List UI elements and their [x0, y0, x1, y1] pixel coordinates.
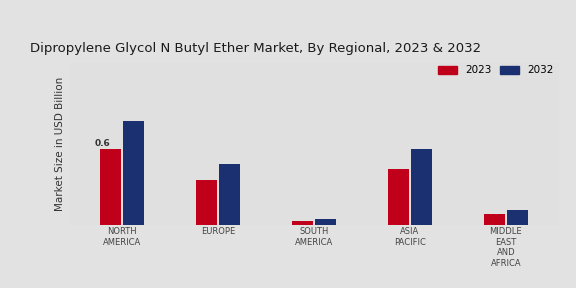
Text: 0.6: 0.6: [94, 139, 111, 148]
Bar: [292, 221, 313, 225]
Y-axis label: Market Size in USD Billion: Market Size in USD Billion: [55, 77, 65, 211]
Bar: [411, 149, 432, 225]
Bar: [196, 180, 217, 225]
Bar: [507, 210, 528, 225]
Text: Dipropylene Glycol N Butyl Ether Market, By Regional, 2023 & 2032: Dipropylene Glycol N Butyl Ether Market,…: [30, 42, 481, 55]
Bar: [388, 169, 409, 225]
Bar: [219, 164, 240, 225]
Bar: [484, 215, 505, 225]
Bar: [123, 121, 144, 225]
Bar: [315, 219, 336, 225]
Bar: [100, 149, 121, 225]
Legend: 2023, 2032: 2023, 2032: [438, 65, 554, 75]
